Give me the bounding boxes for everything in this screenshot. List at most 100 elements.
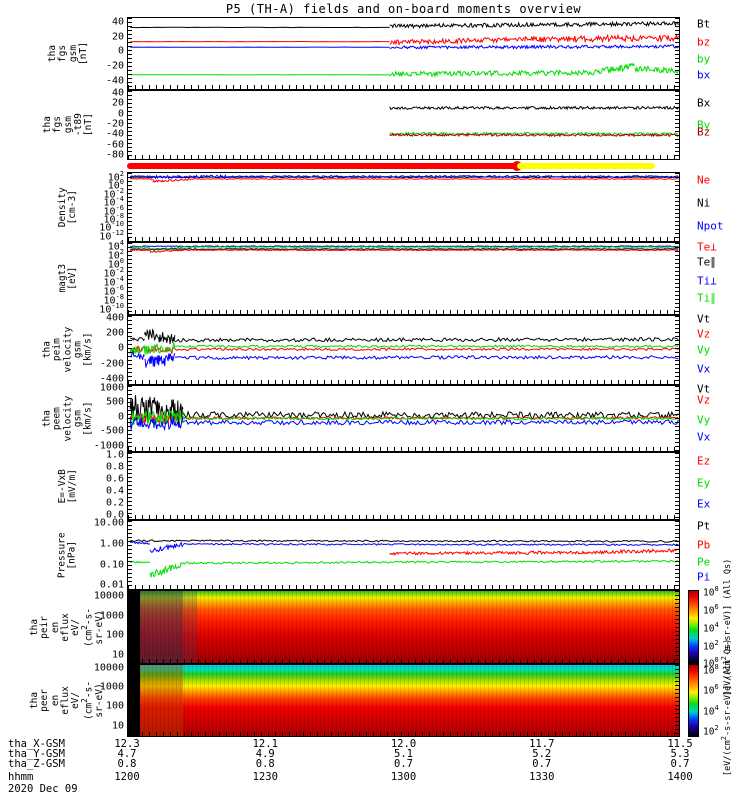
panel-electron-spectrogram: tha peer en eflux eV/(cm2-s-sr-eV) 10000 1000… bbox=[30, 663, 680, 737]
series-label: Vt bbox=[697, 312, 711, 326]
series-label: Vx bbox=[697, 430, 711, 444]
series-label: bx bbox=[697, 68, 711, 82]
y-tick-label: 0.4 bbox=[105, 485, 124, 497]
series-label: bz bbox=[697, 35, 711, 49]
y-axis-label-wrap: tha peir en eflux eV/(cm2-s-sr-eV) bbox=[30, 591, 106, 663]
panel-electron-velocity: tha peem velocity gsm [km/s] 1000 500 0 -500 -10… bbox=[41, 383, 710, 452]
y-axis-label: magt3 [eV] bbox=[56, 264, 78, 293]
spectrogram-feature bbox=[140, 665, 184, 736]
panel-mode-bar bbox=[127, 161, 680, 171]
x-axis-value: 0.7 bbox=[532, 758, 552, 770]
series-label: Bt bbox=[697, 17, 711, 31]
panel-ion-spectrogram: tha peir en eflux eV/(cm2-s-sr-eV) 10000 1000… bbox=[30, 590, 680, 664]
y-tick-label: -200 bbox=[99, 358, 124, 370]
y-tick-label: 10-10 bbox=[99, 302, 124, 316]
x-axis-row-label: tha_Z-GSM bbox=[8, 758, 65, 770]
y-tick-label: 0.10 bbox=[99, 559, 124, 571]
panel-efield: E=-VxB [mV/m] 1.0 0.8 0.6 0.4 0.2 0.0 Ez Ey Ex bbox=[57, 450, 711, 521]
spectrogram-feature bbox=[128, 665, 141, 736]
y-tick-label: -20 bbox=[105, 60, 124, 72]
x-axis-value: 0.7 bbox=[670, 758, 690, 770]
y-tick-label: 1000 bbox=[99, 610, 124, 622]
y-tick-label: -500 bbox=[99, 425, 124, 437]
y-tick-label: 102 bbox=[107, 247, 124, 262]
x-axis-value: 12.0 bbox=[390, 738, 417, 750]
y-tick-label: 10-10 bbox=[99, 220, 124, 235]
y-tick-label: 0 bbox=[117, 342, 124, 354]
x-axis-value: 0.8 bbox=[117, 758, 137, 770]
date-label: 2020 Dec 09 bbox=[8, 783, 78, 795]
x-axis-value: 12.1 bbox=[252, 738, 278, 750]
spectrogram-feature bbox=[128, 591, 141, 663]
y-axis-label-wrap: tha peer en eflux eV/(cm2-s-sr-eV) bbox=[30, 665, 106, 736]
tick-marks bbox=[128, 85, 679, 89]
panel-fgs-gsm: tha fgs gsm [nT] 40 20 0 -20 -40 Bt bz by bx bbox=[46, 17, 710, 90]
y-tick-label: 10 bbox=[111, 649, 124, 661]
colorbar-tick-label: 104 bbox=[703, 620, 719, 635]
x-axis-value: 1300 bbox=[390, 771, 417, 783]
tick-marks bbox=[128, 237, 679, 241]
tick-marks bbox=[128, 732, 679, 736]
y-tick-label: 40 bbox=[111, 87, 124, 99]
series-lines bbox=[130, 173, 679, 183]
y-tick-label: 0.2 bbox=[105, 497, 124, 509]
y-axis-label: E=-VxB [mV/m] bbox=[56, 468, 78, 504]
y-tick-label: 104 bbox=[107, 238, 124, 253]
series-label: Pi bbox=[697, 570, 711, 584]
y-tick-label: 100 bbox=[105, 629, 124, 641]
series-label: Vz bbox=[697, 393, 711, 407]
series-lines bbox=[129, 395, 679, 432]
y-axis-label-wrap: tha fgs gsm [nT] bbox=[38, 18, 98, 89]
spectrogram-feature bbox=[183, 591, 197, 663]
plot-title: P5 (TH-A) fields and on-board moments ov… bbox=[225, 2, 582, 16]
series-label: Te⊥ bbox=[697, 240, 717, 254]
y-tick-label: 10000 bbox=[93, 662, 124, 674]
series-label: Pe bbox=[697, 555, 711, 569]
series-label: Ex bbox=[697, 497, 711, 511]
x-axis-block: 2020 Dec 09 tha_X-GSM 12.3 12.1 12.0 11.7 11.… bbox=[0, 738, 750, 798]
panel-temperature-magt3: magt3 [eV] 104 102 100 10-2 10-4 10-6 10-8 10-10… bbox=[57, 239, 717, 315]
y-axis-label: tha peem velocity gsm [km/s] bbox=[41, 395, 94, 442]
y-tick-label: 40 bbox=[111, 16, 124, 28]
x-axis-value: 5.2 bbox=[532, 748, 552, 760]
y-tick-label: 102 bbox=[107, 169, 124, 184]
y-tick-label: 10-6 bbox=[103, 284, 124, 298]
y-axis-label-wrap: tha fgs gsm -t89 [nT] bbox=[38, 91, 98, 159]
y-tick-label: 1000 bbox=[99, 382, 124, 394]
series-label: Ni bbox=[697, 196, 711, 210]
series-lines bbox=[389, 105, 679, 138]
y-axis-label-wrap: tha peim velocity gsm [km/s] bbox=[38, 316, 98, 384]
series-label: Ne bbox=[697, 173, 711, 187]
panel-pressure: Pressure [nPa] 10.00 1.00 0.10 0.01 Pt Pb Pe Pi bbox=[57, 518, 711, 590]
y-tick-label: 10-2 bbox=[103, 266, 124, 280]
tick-marks bbox=[128, 659, 679, 663]
series-label: By bbox=[697, 118, 711, 132]
y-tick-label: -60 bbox=[105, 139, 124, 151]
y-tick-label: 10-2 bbox=[103, 186, 124, 201]
ion-colorbar bbox=[688, 590, 699, 664]
series-lines bbox=[129, 328, 679, 368]
y-tick-label: 1.0 bbox=[105, 449, 124, 461]
colorbar-tick-label: 108 bbox=[703, 663, 719, 677]
electron-colorbar bbox=[688, 664, 699, 737]
series-label: Ti⊥ bbox=[697, 274, 717, 288]
y-axis-label: tha fgs gsm [nT] bbox=[46, 42, 89, 65]
x-axis-value: 1400 bbox=[667, 771, 693, 783]
series-label: by bbox=[697, 52, 711, 66]
y-tick-label: 200 bbox=[105, 327, 124, 339]
tick-marks bbox=[128, 447, 679, 451]
x-axis-value: 11.7 bbox=[529, 738, 555, 750]
series-label: Bz bbox=[697, 125, 711, 139]
y-tick-label: 100 bbox=[107, 178, 124, 192]
y-tick-label: 1000 bbox=[99, 681, 124, 693]
series-label: Ti∥ bbox=[697, 291, 716, 305]
x-axis-value: 12.3 bbox=[114, 738, 140, 750]
y-tick-label: 0.6 bbox=[105, 473, 124, 485]
series-label: Ez bbox=[697, 454, 711, 468]
y-tick-label: 400 bbox=[105, 312, 124, 324]
y-tick-label: 0 bbox=[117, 45, 124, 57]
x-axis-value: 4.7 bbox=[117, 748, 137, 760]
x-axis-row-label: tha_X-GSM bbox=[8, 738, 65, 750]
y-tick-label: 0.0 bbox=[105, 509, 124, 521]
